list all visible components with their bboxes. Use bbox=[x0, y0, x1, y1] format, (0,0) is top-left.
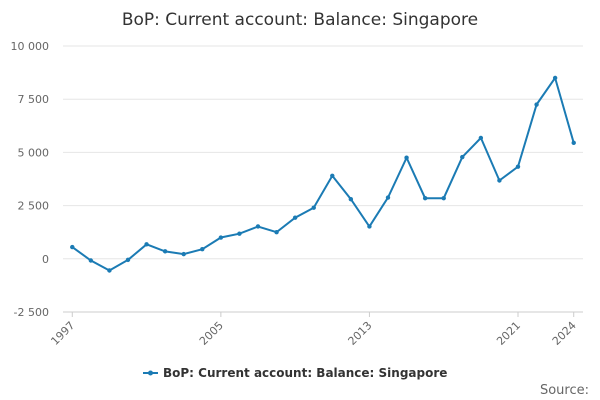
y-axis-tick-labels: -2 500 0 2 500 5 000 7 500 10 000 bbox=[11, 40, 50, 319]
data-point[interactable] bbox=[107, 268, 112, 273]
data-point[interactable] bbox=[404, 155, 409, 160]
data-point[interactable] bbox=[552, 75, 558, 81]
data-point[interactable] bbox=[88, 258, 94, 263]
data-point[interactable] bbox=[441, 195, 446, 201]
data-point[interactable] bbox=[70, 244, 75, 250]
data-point[interactable] bbox=[348, 197, 354, 202]
data-point[interactable] bbox=[571, 140, 576, 146]
data-point[interactable] bbox=[497, 178, 502, 183]
legend-swatch-marker bbox=[148, 370, 153, 376]
y-tick-label: 10 000 bbox=[11, 40, 50, 53]
data-point[interactable] bbox=[200, 247, 205, 252]
x-axis-tick-labels: 1997 2005 2013 2021 2024 bbox=[48, 312, 579, 348]
chart-title: BoP: Current account: Balance: Singapore bbox=[122, 10, 478, 30]
data-point[interactable] bbox=[292, 215, 298, 220]
data-point[interactable] bbox=[385, 195, 391, 200]
data-point[interactable] bbox=[460, 154, 465, 160]
legend[interactable]: BoP: Current account: Balance: Singapore bbox=[143, 366, 447, 380]
data-point[interactable] bbox=[534, 102, 539, 107]
data-point[interactable] bbox=[255, 224, 261, 229]
x-tick-label: 2024 bbox=[550, 319, 579, 348]
x-tick-label: 2013 bbox=[346, 319, 375, 348]
y-tick-label: 5 000 bbox=[18, 146, 50, 159]
x-tick-label: 2005 bbox=[197, 319, 226, 348]
y-tick-label: 2 500 bbox=[18, 200, 50, 213]
data-point[interactable] bbox=[311, 205, 316, 210]
data-point[interactable] bbox=[181, 251, 186, 257]
data-point[interactable] bbox=[478, 135, 484, 141]
y-tick-label: 7 500 bbox=[18, 93, 50, 106]
data-point[interactable] bbox=[125, 257, 131, 263]
x-tick-label: 1997 bbox=[48, 319, 77, 348]
data-point[interactable] bbox=[367, 224, 372, 229]
data-point[interactable] bbox=[274, 230, 279, 235]
data-point[interactable] bbox=[237, 231, 242, 236]
series-line bbox=[71, 75, 575, 272]
credit-source: Source: bbox=[540, 383, 589, 398]
data-point[interactable] bbox=[144, 242, 149, 247]
y-tick-label: -2 500 bbox=[14, 306, 49, 319]
y-tick-label: 0 bbox=[42, 253, 49, 266]
x-tick-label: 2021 bbox=[494, 319, 523, 348]
data-point[interactable] bbox=[422, 195, 428, 201]
gridlines bbox=[63, 45, 583, 313]
series-layer bbox=[70, 75, 576, 273]
data-point[interactable] bbox=[330, 173, 335, 179]
data-point[interactable] bbox=[515, 164, 521, 169]
data-point[interactable] bbox=[162, 249, 168, 254]
legend-label: BoP: Current account: Balance: Singapore bbox=[163, 366, 447, 380]
data-point[interactable] bbox=[218, 235, 224, 240]
